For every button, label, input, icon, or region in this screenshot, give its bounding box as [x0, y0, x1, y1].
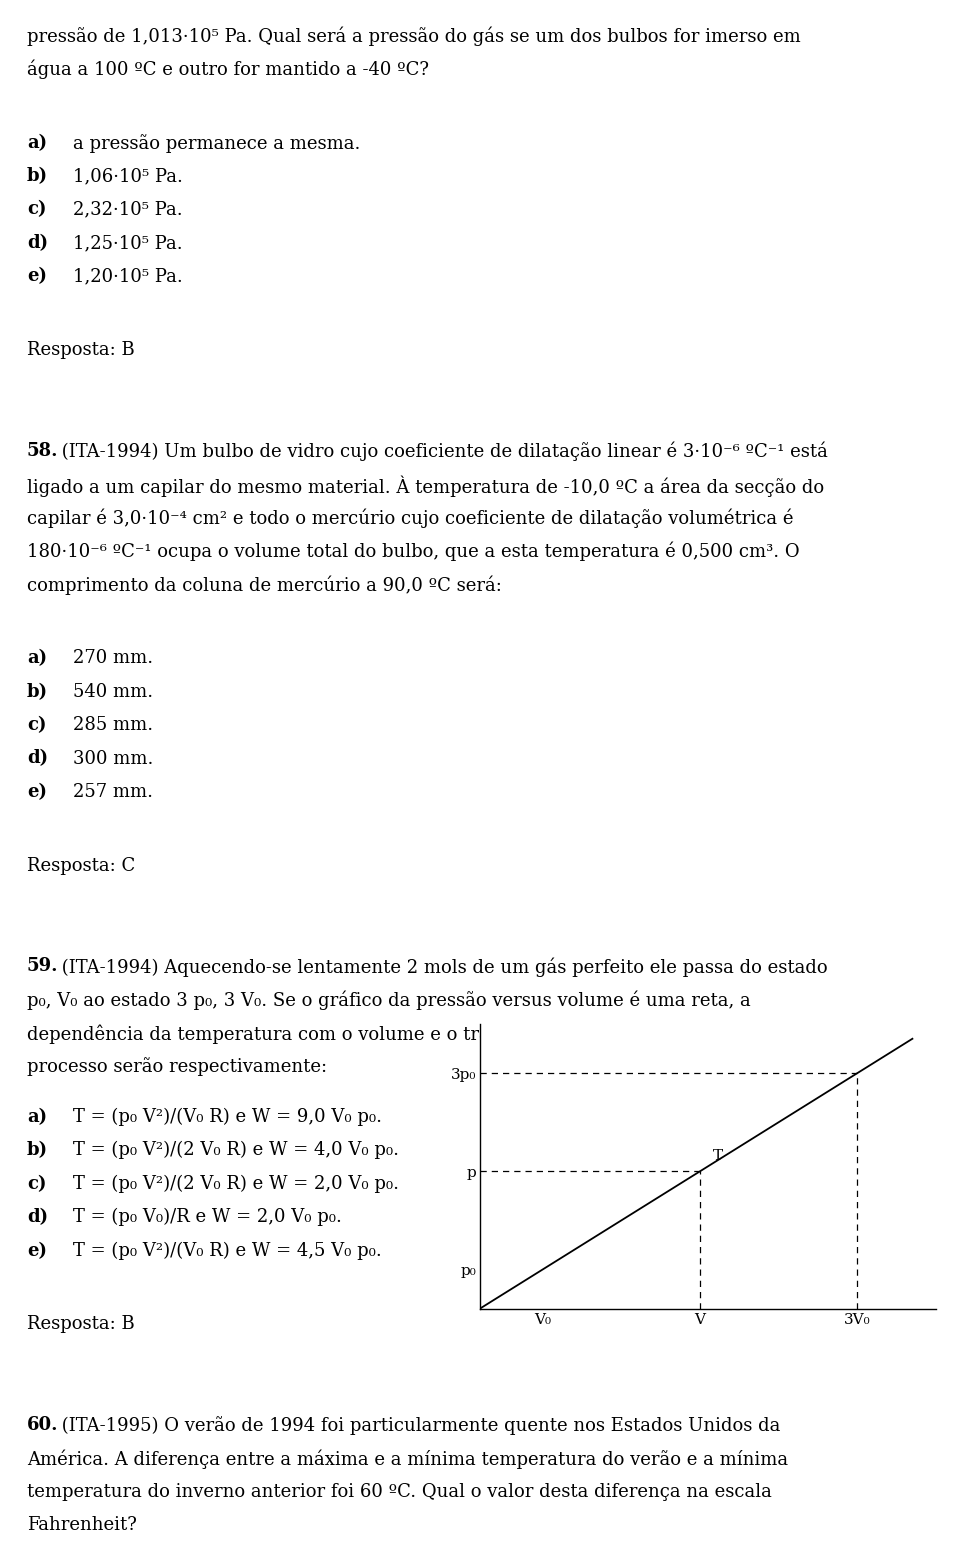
Text: b): b) — [27, 1141, 48, 1160]
Text: c): c) — [27, 201, 46, 218]
Text: T: T — [712, 1149, 723, 1163]
Text: b): b) — [27, 682, 48, 701]
Text: comprimento da coluna de mercúrio a 90,0 ºC será:: comprimento da coluna de mercúrio a 90,0… — [27, 576, 502, 595]
Text: 58.: 58. — [27, 442, 59, 459]
Text: 1,06·10⁵ Pa.: 1,06·10⁵ Pa. — [73, 167, 182, 185]
Text: (ITA-1994) Um bulbo de vidro cujo coeficiente de dilatação linear é 3·10⁻⁶ ºC⁻¹ : (ITA-1994) Um bulbo de vidro cujo coefic… — [56, 442, 828, 461]
Text: água a 100 ºC e outro for mantido a -40 ºC?: água a 100 ºC e outro for mantido a -40 … — [27, 61, 429, 79]
Text: 300 mm.: 300 mm. — [73, 749, 154, 768]
Text: dependência da temperatura com o volume e o trabalho realizado pelo gás nesse: dependência da temperatura com o volume … — [27, 1025, 769, 1043]
Text: T = (p₀ V²)/(2 V₀ R) e W = 2,0 V₀ p₀.: T = (p₀ V²)/(2 V₀ R) e W = 2,0 V₀ p₀. — [73, 1174, 399, 1193]
Text: T = (p₀ V²)/(V₀ R) e W = 4,5 V₀ p₀.: T = (p₀ V²)/(V₀ R) e W = 4,5 V₀ p₀. — [73, 1241, 382, 1260]
Text: T = (p₀ V₀)/R e W = 2,0 V₀ p₀.: T = (p₀ V₀)/R e W = 2,0 V₀ p₀. — [73, 1208, 342, 1227]
Text: processo serão respectivamente:: processo serão respectivamente: — [27, 1057, 327, 1076]
Text: c): c) — [27, 1174, 46, 1193]
Text: ligado a um capilar do mesmo material. À temperatura de -10,0 ºC a área da secçã: ligado a um capilar do mesmo material. À… — [27, 475, 824, 497]
Text: d): d) — [27, 749, 48, 768]
Text: (ITA-1994) Aquecendo-se lentamente 2 mols de um gás perfeito ele passa do estado: (ITA-1994) Aquecendo-se lentamente 2 mol… — [56, 958, 828, 976]
Text: e): e) — [27, 1241, 47, 1260]
Text: a): a) — [27, 134, 47, 151]
Text: 540 mm.: 540 mm. — [73, 682, 153, 701]
Text: e): e) — [27, 783, 47, 800]
Text: pressão de 1,013·10⁵ Pa. Qual será a pressão do gás se um dos bulbos for imerso : pressão de 1,013·10⁵ Pa. Qual será a pre… — [27, 26, 801, 47]
Text: Resposta: B: Resposta: B — [27, 341, 134, 360]
Text: 270 mm.: 270 mm. — [73, 649, 153, 666]
Text: 60.: 60. — [27, 1415, 59, 1434]
Text: a): a) — [27, 1107, 47, 1126]
Text: 285 mm.: 285 mm. — [73, 716, 153, 733]
Text: 1,20·10⁵ Pa.: 1,20·10⁵ Pa. — [73, 268, 182, 285]
Text: e): e) — [27, 268, 47, 285]
Text: p₀, V₀ ao estado 3 p₀, 3 V₀. Se o gráfico da pressão versus volume é uma reta, a: p₀, V₀ ao estado 3 p₀, 3 V₀. Se o gráfic… — [27, 990, 751, 1010]
Text: 257 mm.: 257 mm. — [73, 783, 153, 800]
Text: capilar é 3,0·10⁻⁴ cm² e todo o mercúrio cujo coeficiente de dilatação volumétri: capilar é 3,0·10⁻⁴ cm² e todo o mercúrio… — [27, 509, 793, 528]
Text: d): d) — [27, 1208, 48, 1227]
Text: 59.: 59. — [27, 958, 59, 975]
Text: Fahrenheit?: Fahrenheit? — [27, 1517, 136, 1534]
Text: 180·10⁻⁶ ºC⁻¹ ocupa o volume total do bulbo, que a esta temperatura é 0,500 cm³.: 180·10⁻⁶ ºC⁻¹ ocupa o volume total do bu… — [27, 542, 800, 562]
Text: 2,32·10⁵ Pa.: 2,32·10⁵ Pa. — [73, 201, 182, 218]
Text: T = (p₀ V²)/(2 V₀ R) e W = 4,0 V₀ p₀.: T = (p₀ V²)/(2 V₀ R) e W = 4,0 V₀ p₀. — [73, 1141, 399, 1160]
Text: 1,25·10⁵ Pa.: 1,25·10⁵ Pa. — [73, 234, 182, 252]
Text: c): c) — [27, 716, 46, 733]
Text: d): d) — [27, 234, 48, 252]
Text: a): a) — [27, 649, 47, 666]
Text: América. A diferença entre a máxima e a mínima temperatura do verão e a mínima: América. A diferença entre a máxima e a … — [27, 1450, 788, 1468]
Text: a pressão permanece a mesma.: a pressão permanece a mesma. — [73, 134, 360, 153]
Text: (ITA-1995) O verão de 1994 foi particularmente quente nos Estados Unidos da: (ITA-1995) O verão de 1994 foi particula… — [56, 1415, 780, 1434]
Text: temperatura do inverno anterior foi 60 ºC. Qual o valor desta diferença na escal: temperatura do inverno anterior foi 60 º… — [27, 1482, 772, 1501]
Text: T = (p₀ V²)/(V₀ R) e W = 9,0 V₀ p₀.: T = (p₀ V²)/(V₀ R) e W = 9,0 V₀ p₀. — [73, 1107, 382, 1126]
Text: b): b) — [27, 167, 48, 185]
Text: Resposta: B: Resposta: B — [27, 1316, 134, 1333]
Text: Resposta: C: Resposta: C — [27, 856, 135, 875]
